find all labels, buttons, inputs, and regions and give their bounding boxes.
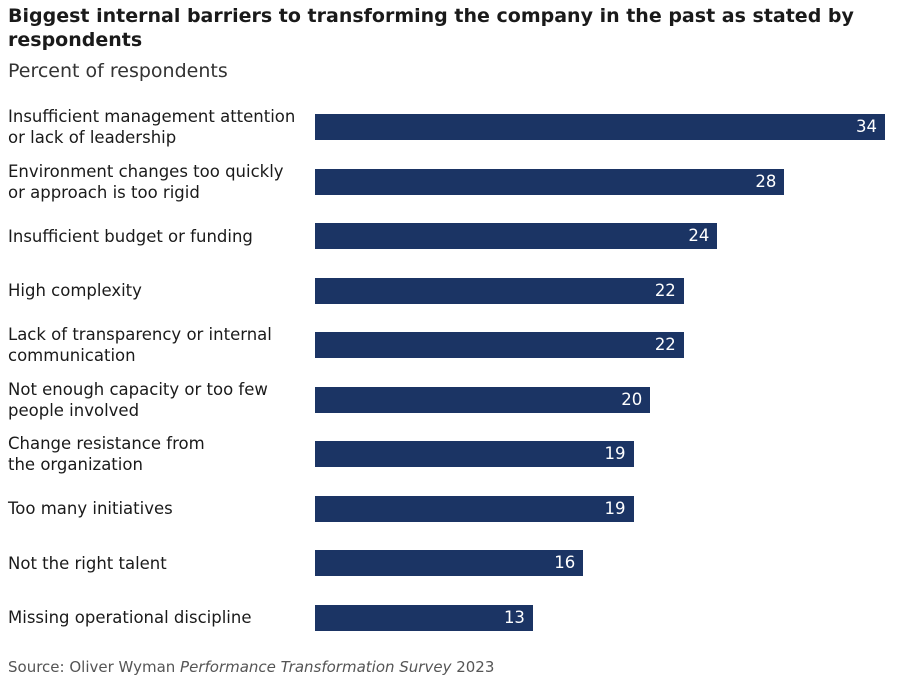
data-label: 22 [654, 280, 676, 300]
category-label: Change resistance from the organization [8, 434, 205, 474]
bar: 13 [315, 604, 533, 631]
category-label: High complexity [8, 281, 142, 300]
bar: 16 [315, 550, 584, 576]
category-label: Not the right talent [8, 553, 167, 573]
data-label: 19 [604, 498, 626, 518]
bar: 19 [315, 495, 634, 522]
bar-chart: Insufficient management attention or lac… [0, 96, 900, 641]
data-label: 19 [604, 444, 626, 463]
bar: 28 [315, 168, 785, 195]
bar: 19 [315, 441, 634, 467]
category-label: Missing operational discipline [8, 608, 252, 627]
source-suffix: 2023 [451, 658, 495, 676]
category-label: Environment changes too quickly or appro… [8, 161, 284, 202]
bar: 22 [315, 277, 684, 304]
category-label: Not enough capacity or too few people in… [8, 379, 268, 420]
data-label: 34 [856, 117, 877, 136]
source-note: Source: Oliver Wyman Performance Transfo… [8, 658, 494, 676]
bar: 24 [315, 223, 718, 249]
data-label: 24 [688, 226, 710, 245]
data-label: 22 [654, 335, 676, 354]
source-survey-name: Performance Transformation Survey [180, 658, 452, 676]
category-label: Too many initiatives [8, 499, 173, 518]
bar: 22 [315, 332, 684, 358]
chart-title: Biggest internal barriers to transformin… [8, 5, 854, 51]
bar: 20 [315, 386, 651, 413]
bar: 34 [315, 114, 885, 140]
category-label: Insufficient management attention or lac… [8, 107, 296, 147]
data-label: 28 [755, 171, 777, 191]
category-label: Insufficient budget or funding [8, 226, 253, 246]
data-label: 13 [503, 607, 525, 627]
data-label: 16 [554, 553, 576, 572]
chart-subtitle: Percent of respondents [8, 60, 228, 82]
data-label: 20 [621, 389, 643, 409]
category-label: Lack of transparency or internal communi… [8, 325, 272, 365]
source-prefix: Source: Oliver Wyman [8, 658, 181, 676]
